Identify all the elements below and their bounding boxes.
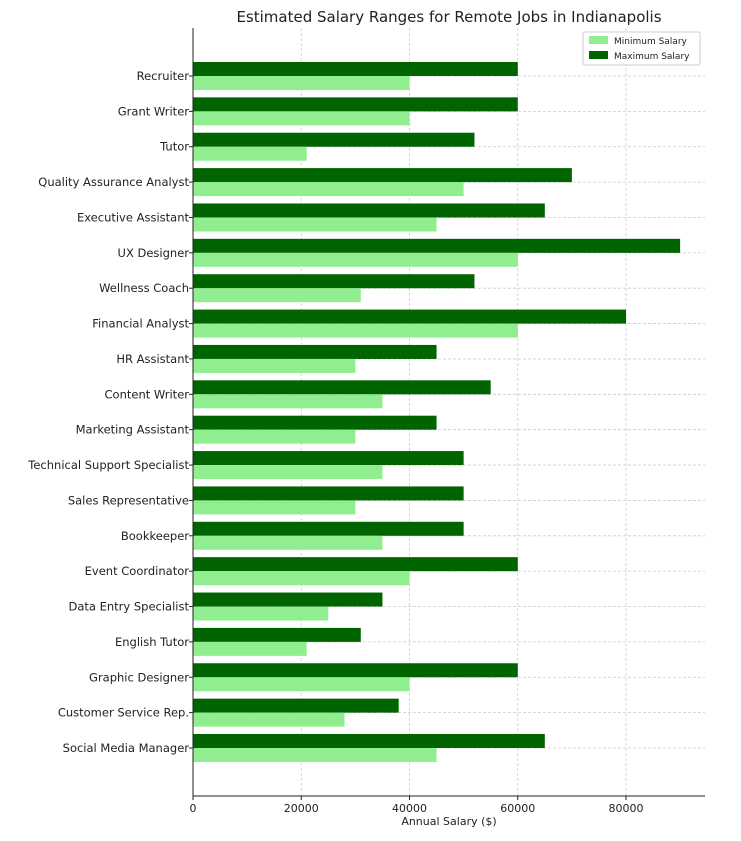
x-tick-label: 0 xyxy=(190,802,197,815)
legend-box xyxy=(582,31,701,66)
x-tick-label: 80000 xyxy=(609,802,644,815)
y-tick-label: Customer Service Rep. xyxy=(58,706,189,720)
y-tick-label: Graphic Designer xyxy=(89,670,189,684)
legend-label: Minimum Salary xyxy=(614,37,688,47)
y-tick-label: HR Assistant xyxy=(116,352,189,366)
bar-minimum-salary xyxy=(193,677,410,692)
y-tick-label: Bookkeeper xyxy=(121,529,189,543)
bar-minimum-salary xyxy=(193,429,356,444)
bar-minimum-salary xyxy=(193,288,361,303)
bar-minimum-salary xyxy=(193,76,410,90)
bar-maximum-salary xyxy=(193,557,518,572)
legend-swatch xyxy=(589,36,608,44)
bar-maximum-salary xyxy=(193,238,681,253)
y-tick-label: Quality Assurance Analyst xyxy=(38,175,189,189)
y-tick-label: Content Writer xyxy=(105,387,190,401)
bar-maximum-salary xyxy=(193,132,475,147)
bar-maximum-salary xyxy=(193,734,545,748)
bar-maximum-salary xyxy=(193,274,475,289)
bar-minimum-salary xyxy=(193,712,345,727)
y-tick-label: Technical Support Specialist xyxy=(27,458,189,472)
x-tick-label: 60000 xyxy=(500,802,535,815)
x-axis-label: Annual Salary ($) xyxy=(401,815,496,828)
bar-minimum-salary xyxy=(193,465,383,480)
bar-minimum-salary xyxy=(193,571,410,586)
bar-minimum-salary xyxy=(193,606,329,621)
y-tick-label: Recruiter xyxy=(137,69,190,83)
bar-maximum-salary xyxy=(193,521,464,536)
y-tick-label: Data Entry Specialist xyxy=(69,600,190,614)
legend-label: Maximum Salary xyxy=(614,52,690,62)
y-tick-label: Executive Assistant xyxy=(77,210,190,224)
y-tick-label: Grant Writer xyxy=(118,104,190,118)
y-tick-label: Event Coordinator xyxy=(85,564,190,578)
y-tick-label: Sales Representative xyxy=(68,493,189,507)
bar-maximum-salary xyxy=(193,415,437,430)
y-tick-label: English Tutor xyxy=(115,635,189,649)
bar-maximum-salary xyxy=(193,203,545,218)
bar-minimum-salary xyxy=(193,358,356,373)
x-tick-label: 20000 xyxy=(284,802,319,815)
bar-maximum-salary xyxy=(193,627,361,642)
x-tick-label: 40000 xyxy=(392,802,427,815)
bar-maximum-salary xyxy=(193,592,383,607)
bar-minimum-salary xyxy=(193,323,518,338)
bar-maximum-salary xyxy=(193,486,464,501)
bar-maximum-salary xyxy=(193,663,518,678)
y-tick-label: Wellness Coach xyxy=(99,281,189,295)
bar-minimum-salary xyxy=(193,500,356,515)
bar-maximum-salary xyxy=(193,309,626,324)
bar-minimum-salary xyxy=(193,748,437,762)
bar-minimum-salary xyxy=(193,394,383,409)
bar-maximum-salary xyxy=(193,97,518,112)
legend-swatch xyxy=(589,51,608,59)
y-tick-label: Social Media Manager xyxy=(63,741,190,755)
bar-minimum-salary xyxy=(193,217,437,232)
bar-minimum-salary xyxy=(193,111,410,126)
y-tick-label: Tutor xyxy=(159,140,189,154)
bar-maximum-salary xyxy=(193,380,491,395)
legend: Minimum Salary Maximum Salary xyxy=(582,31,701,66)
bar-minimum-salary xyxy=(193,535,383,550)
bar-maximum-salary xyxy=(193,168,572,183)
bar-minimum-salary xyxy=(193,182,464,197)
bar-minimum-salary xyxy=(193,146,307,161)
bar-maximum-salary xyxy=(193,698,399,713)
y-tick-label: Marketing Assistant xyxy=(76,423,190,437)
bar-minimum-salary xyxy=(193,641,307,656)
bar-maximum-salary xyxy=(193,62,518,76)
y-tick-label: UX Designer xyxy=(118,246,190,260)
bar-maximum-salary xyxy=(193,451,464,466)
chart-title: Estimated Salary Ranges for Remote Jobs … xyxy=(236,8,661,26)
bar-maximum-salary xyxy=(193,344,437,359)
y-tick-label: Financial Analyst xyxy=(92,317,189,331)
bar-minimum-salary xyxy=(193,252,518,267)
